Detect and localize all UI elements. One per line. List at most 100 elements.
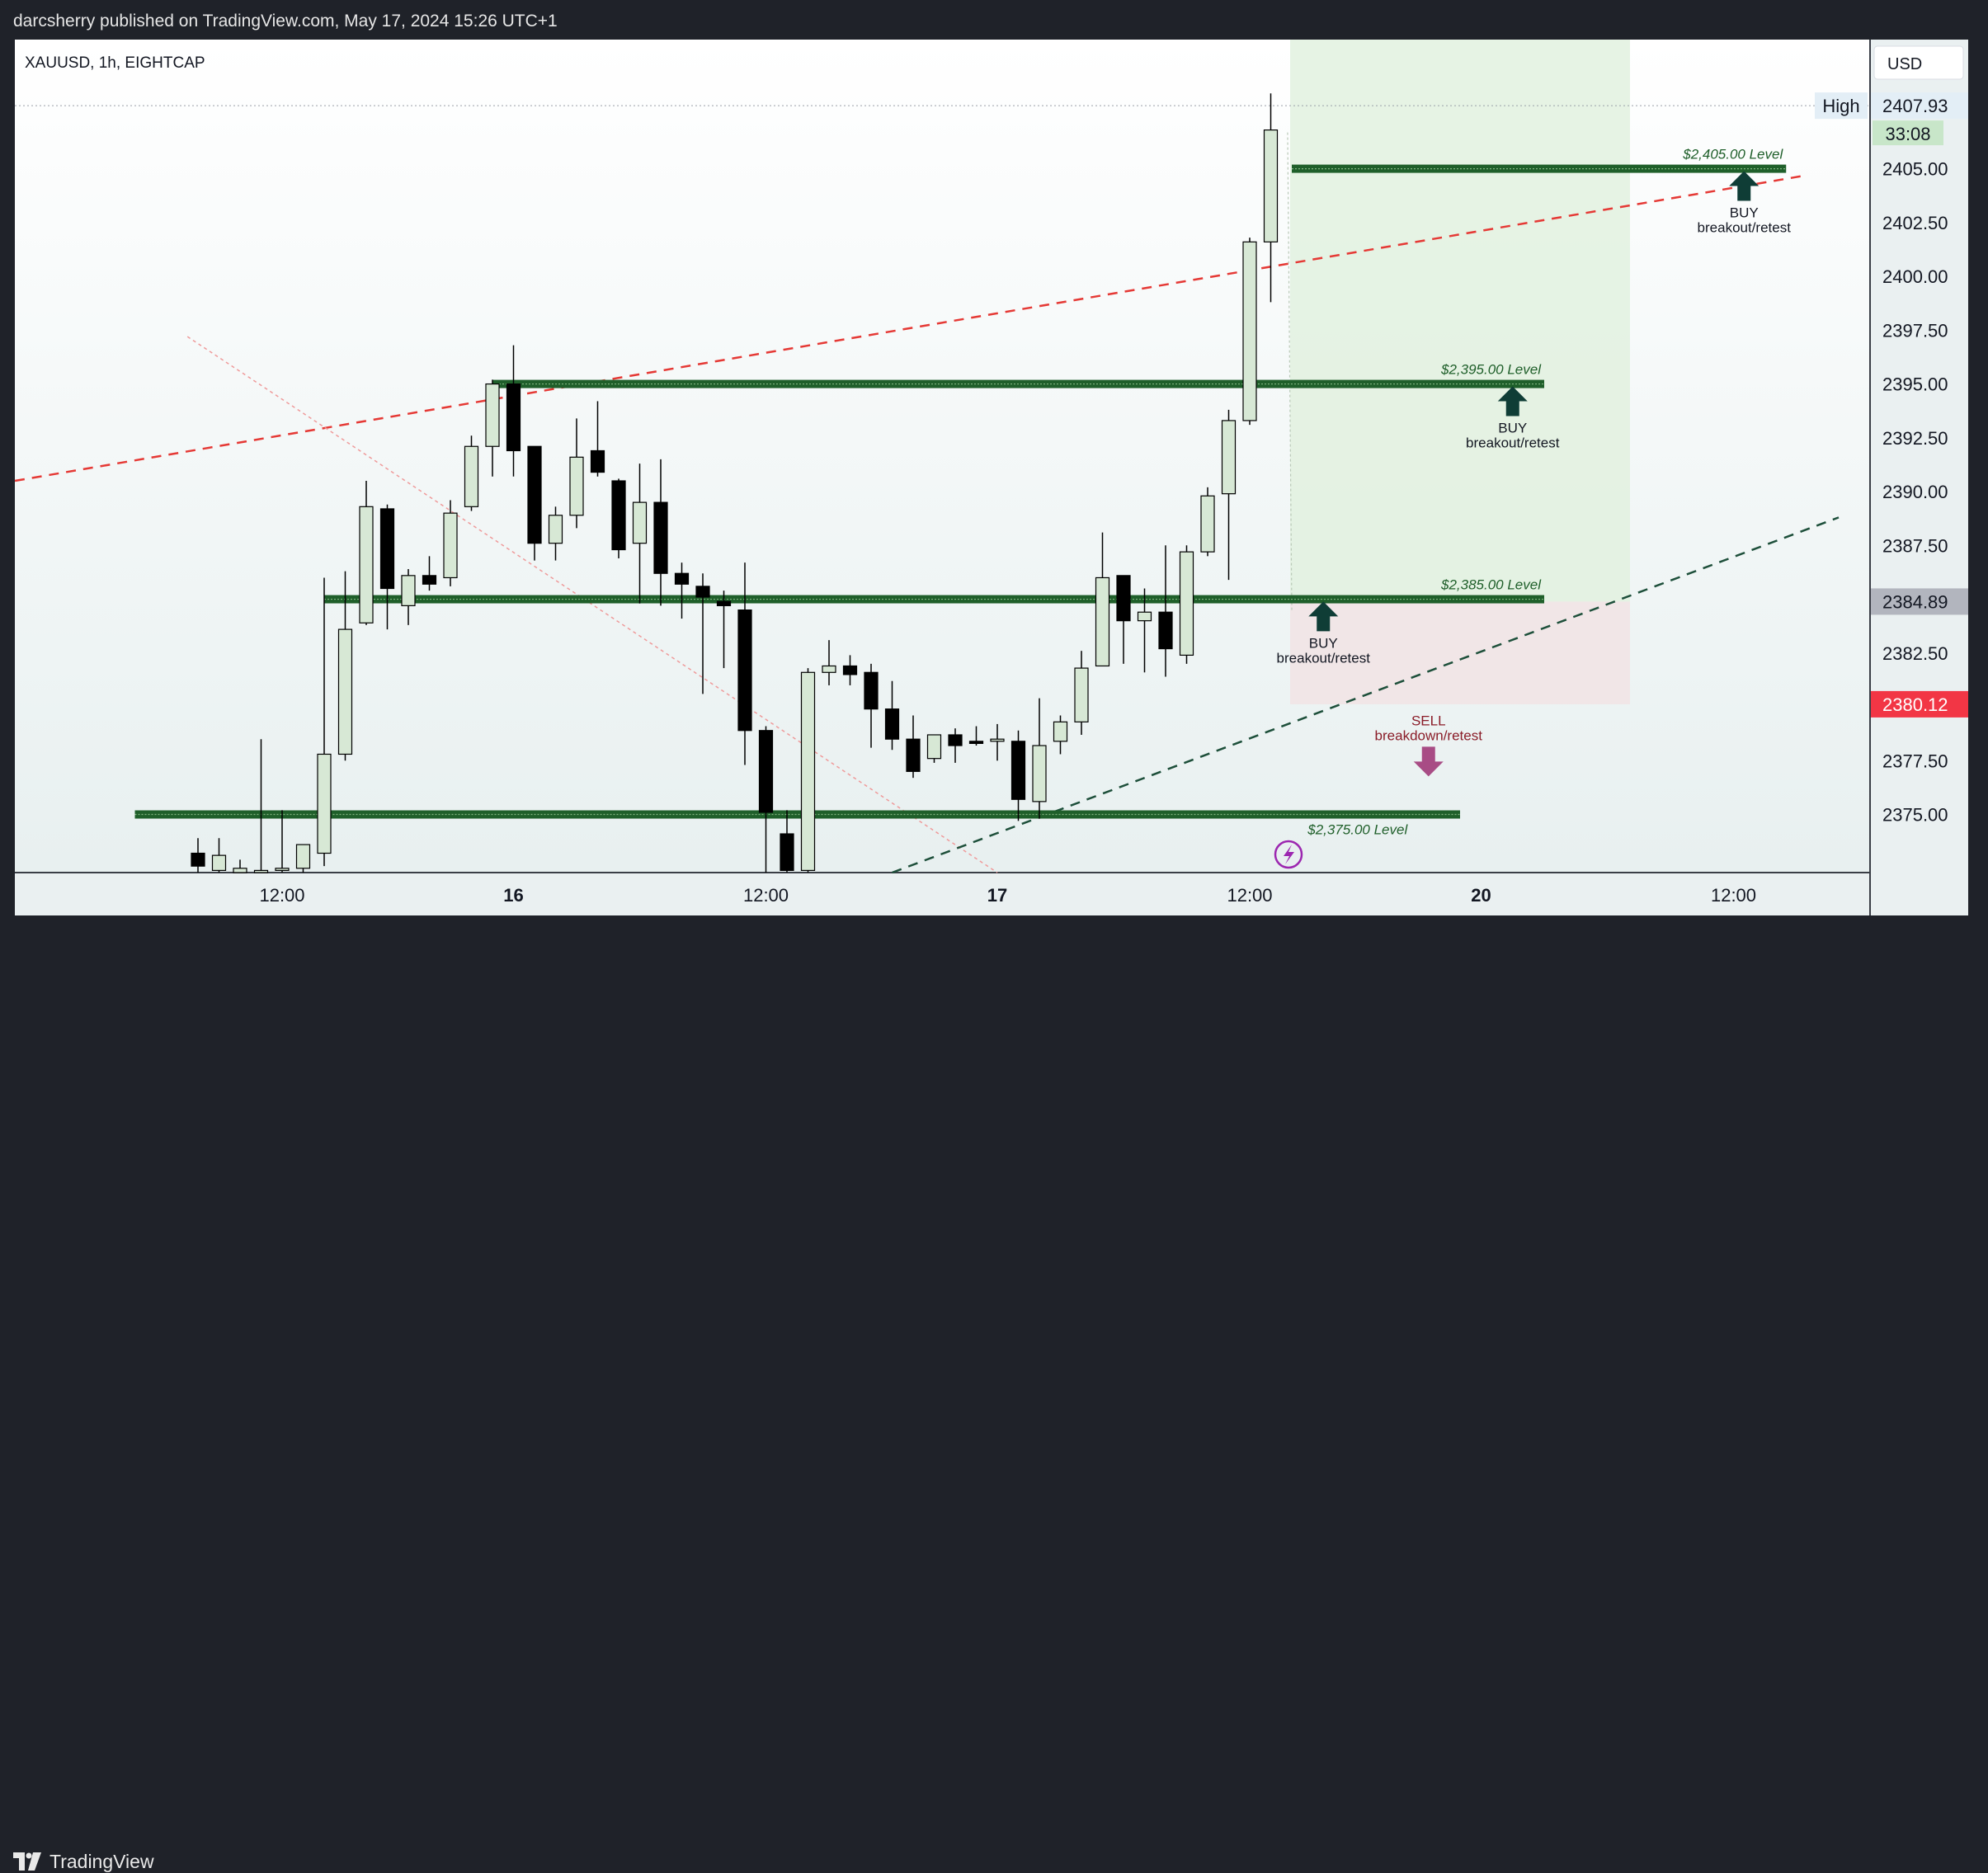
candle-body bbox=[822, 665, 836, 673]
y-tick-label: 2375.00 bbox=[1882, 805, 1948, 826]
candle-body bbox=[800, 671, 816, 871]
stop-zone bbox=[1290, 601, 1630, 704]
candle-body bbox=[780, 833, 794, 871]
candle-body bbox=[337, 628, 353, 755]
profit-zone bbox=[1290, 40, 1630, 602]
high-label: High bbox=[1822, 96, 1859, 116]
sell-arrow-icon bbox=[1413, 746, 1444, 777]
candle-body bbox=[379, 508, 395, 590]
candle-body bbox=[1221, 420, 1237, 495]
price-level-label: $2,385.00 Level bbox=[1440, 577, 1542, 593]
x-tick-label: 12:00 bbox=[1711, 885, 1756, 906]
candle-body bbox=[906, 738, 921, 772]
publisher-header: darcsherry published on TradingView.com,… bbox=[0, 0, 1988, 40]
candle-body bbox=[864, 671, 879, 710]
candle-body bbox=[443, 512, 458, 579]
y-tick-label: 2397.50 bbox=[1882, 320, 1948, 341]
candle-body bbox=[1095, 576, 1110, 667]
buy-arrow-icon bbox=[1308, 601, 1339, 632]
candle-body bbox=[1263, 129, 1279, 242]
candle-body bbox=[1053, 721, 1068, 742]
y-tick-label: 2382.50 bbox=[1882, 643, 1948, 664]
high-value: 2407.93 bbox=[1882, 96, 1948, 116]
candle-body bbox=[422, 575, 437, 585]
candle-body bbox=[653, 501, 668, 574]
candle-body bbox=[506, 383, 521, 452]
candle-body bbox=[295, 844, 311, 869]
price-chart[interactable]: $2,405.00 Level $2,395.00 Level $2,385.00 … bbox=[0, 0, 1988, 971]
high-value-tag bbox=[1871, 92, 1968, 120]
candle-body bbox=[632, 501, 648, 544]
y-tick-label: 2392.50 bbox=[1882, 428, 1948, 449]
candle-body bbox=[1200, 495, 1215, 553]
candle-body bbox=[317, 753, 332, 854]
candle-body bbox=[1010, 741, 1026, 800]
candle-body bbox=[990, 738, 1005, 742]
signal-text: breakout/retest bbox=[1698, 219, 1792, 235]
candle-body bbox=[233, 868, 247, 873]
footer: TradingView bbox=[0, 915, 1988, 1872]
signal-text: breakout/retest bbox=[1466, 435, 1560, 450]
candle-body bbox=[1137, 611, 1152, 622]
candle-body bbox=[569, 456, 584, 516]
countdown: 33:08 bbox=[1885, 124, 1930, 144]
y-tick-label: 2400.00 bbox=[1882, 266, 1948, 287]
price-level-label: $2,405.00 Level bbox=[1682, 147, 1783, 162]
candle-body bbox=[548, 515, 563, 544]
price-level-band bbox=[324, 595, 1544, 604]
y-tick-label: 2405.00 bbox=[1882, 159, 1948, 180]
candle-body bbox=[1032, 745, 1047, 802]
stop-price: 2380.12 bbox=[1882, 694, 1948, 715]
y-tick-label: 2390.00 bbox=[1882, 482, 1948, 502]
x-tick-label: 20 bbox=[1471, 885, 1491, 906]
candle-body bbox=[401, 575, 416, 606]
x-tick-label: 12:00 bbox=[259, 885, 304, 906]
tradingview-logo[interactable]: TradingView bbox=[13, 1850, 154, 1873]
y-tick-label: 2395.00 bbox=[1882, 374, 1948, 395]
candle-body bbox=[1158, 611, 1173, 650]
support-trendline bbox=[892, 516, 1840, 874]
lightning-icon[interactable] bbox=[1274, 840, 1303, 869]
price-level-band bbox=[134, 810, 1460, 819]
price-level-band bbox=[1292, 164, 1787, 173]
candle-body bbox=[842, 665, 858, 675]
candle-body bbox=[1242, 241, 1257, 421]
price-level-label: $2,375.00 Level bbox=[1307, 822, 1408, 838]
candle-body bbox=[968, 741, 984, 745]
signal-action: SELL bbox=[1411, 713, 1446, 728]
brand-name: TradingView bbox=[49, 1850, 154, 1872]
candle-body bbox=[464, 445, 479, 507]
signal-action: BUY bbox=[1730, 205, 1759, 220]
candle-body bbox=[485, 383, 500, 447]
resistance-trendline bbox=[14, 174, 1807, 482]
candle-body bbox=[716, 600, 732, 606]
candle-body bbox=[1179, 551, 1194, 656]
x-tick-label: 12:00 bbox=[743, 885, 789, 906]
x-tick-label: 17 bbox=[987, 885, 1007, 906]
x-tick-label: 12:00 bbox=[1227, 885, 1272, 906]
candle-body bbox=[674, 572, 690, 585]
candle-body bbox=[884, 708, 900, 740]
y-tick-label: 2387.50 bbox=[1882, 535, 1948, 556]
signal-text: breakout/retest bbox=[1277, 650, 1371, 666]
high-tag bbox=[1815, 92, 1868, 120]
candle-body bbox=[253, 869, 269, 873]
publisher-line: darcsherry published on TradingView.com,… bbox=[13, 12, 558, 31]
currency-button[interactable]: USD bbox=[1873, 45, 1964, 80]
currency-label: USD bbox=[1887, 55, 1922, 73]
y-tick-label: 2377.50 bbox=[1882, 751, 1948, 771]
signal-action: BUY bbox=[1309, 635, 1338, 651]
candle-body bbox=[359, 506, 374, 624]
candle-body bbox=[191, 852, 205, 867]
symbol-line: XAUUSD, 1h, EIGHTCAP bbox=[25, 54, 205, 72]
candle-body bbox=[1074, 667, 1089, 722]
y-tick-label: 2402.50 bbox=[1882, 213, 1948, 233]
candle-body bbox=[527, 445, 542, 544]
candle-body bbox=[275, 868, 290, 871]
candle-body bbox=[1116, 575, 1131, 622]
candle-body bbox=[948, 734, 963, 746]
x-axis-background bbox=[15, 873, 1869, 915]
signal-text: breakdown/retest bbox=[1375, 727, 1483, 743]
current-price: 2384.89 bbox=[1882, 591, 1948, 612]
tradingview-logo-icon bbox=[13, 1852, 41, 1871]
